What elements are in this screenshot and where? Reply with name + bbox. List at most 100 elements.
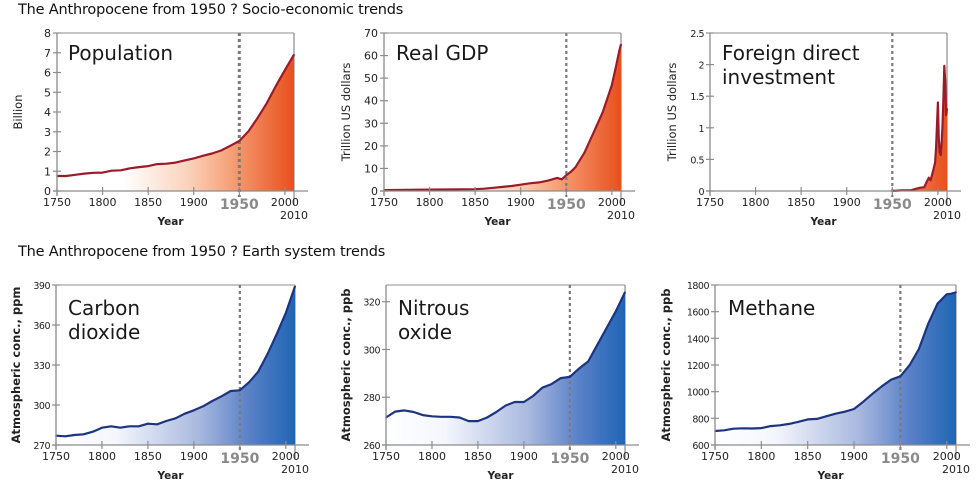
y-tick-label: 300 <box>33 401 50 412</box>
y-axis-title: Billion <box>11 95 25 130</box>
data-point <box>561 178 563 181</box>
y-tick-label: 1000 <box>687 388 710 399</box>
y-tick-label: 70 <box>364 27 378 40</box>
y-tick-label: 360 <box>33 321 50 332</box>
data-point <box>939 154 942 156</box>
data-point <box>541 386 544 389</box>
panel-title: Nitrous <box>398 296 469 320</box>
x-tick-label-highlight: 1950 <box>547 197 586 213</box>
x-axis-title: Year <box>486 470 514 482</box>
data-point <box>467 420 470 422</box>
x-tick-label: 1800 <box>747 450 775 463</box>
section-title-earth-system: The Anthropocene from 1950 ? Earth syste… <box>18 244 386 260</box>
data-point <box>944 79 946 82</box>
y-tick-label: 30 <box>364 117 378 130</box>
x-tick-label: 1900 <box>510 450 538 463</box>
data-point <box>611 84 613 86</box>
y-tick-label: 1 <box>44 165 51 178</box>
x-tick-label: 2000 <box>598 196 626 209</box>
y-tick-label: 1600 <box>687 308 710 319</box>
data-point <box>293 53 295 56</box>
data-point <box>92 430 94 433</box>
data-point <box>945 293 948 296</box>
x-tick-label: 1850 <box>134 450 162 463</box>
x-tick-label-end: 2010 <box>281 463 309 476</box>
data-point <box>449 416 452 418</box>
panel-title: Population <box>68 41 173 65</box>
chart-panel-real-gdp: 0 10 20 30 40 50 60 70 1750 1800 1850 1900 1950 20002… <box>339 27 635 228</box>
data-point <box>950 292 953 295</box>
data-point <box>890 378 892 381</box>
data-point <box>596 343 599 346</box>
y-tick-label: 330 <box>33 361 50 372</box>
data-point <box>92 172 95 174</box>
data-point <box>128 425 131 428</box>
data-point <box>165 162 168 165</box>
data-point <box>211 152 213 155</box>
x-axis-title: Year <box>809 216 837 228</box>
x-axis-title: Year <box>816 470 844 482</box>
data-point <box>156 423 158 426</box>
data-point <box>101 426 103 429</box>
data-point <box>605 327 608 329</box>
y-tick-label: 1400 <box>687 334 710 345</box>
data-point <box>929 179 932 182</box>
data-point <box>615 63 618 66</box>
data-point <box>138 166 140 168</box>
y-tick-label: 0 <box>371 185 378 198</box>
data-point <box>73 434 76 436</box>
data-point <box>928 176 930 179</box>
y-tick-label: 0 <box>44 185 51 198</box>
y-tick-label: 3 <box>44 126 51 139</box>
y-tick-label: 20 <box>364 140 378 153</box>
data-point <box>578 367 580 370</box>
y-tick-label: 6 <box>44 67 51 80</box>
data-point <box>618 50 620 52</box>
x-tick-label: 1750 <box>42 450 70 463</box>
data-point <box>229 145 231 147</box>
x-tick-label: 1750 <box>43 196 71 209</box>
data-point <box>732 427 735 430</box>
data-point <box>486 416 488 419</box>
data-point <box>440 416 443 418</box>
x-tick-label: 1850 <box>461 196 489 209</box>
data-point <box>183 412 186 415</box>
y-tick-label: 4 <box>44 106 51 119</box>
data-point <box>83 172 86 175</box>
data-point <box>523 401 525 403</box>
data-point <box>257 370 260 373</box>
data-point <box>238 140 241 142</box>
data-point <box>192 157 195 160</box>
data-point <box>918 348 920 350</box>
data-point <box>834 412 837 415</box>
data-point <box>193 409 195 412</box>
data-point <box>538 181 540 184</box>
data-point <box>881 385 883 388</box>
y-axis-title: Atmospheric conc., ppb <box>339 289 353 442</box>
data-point <box>431 415 433 418</box>
data-point <box>955 291 957 294</box>
data-point <box>504 404 507 407</box>
y-tick-label: 280 <box>363 393 380 404</box>
x-tick-label: 1900 <box>507 196 535 209</box>
data-point <box>615 310 617 313</box>
x-tick-label: 1750 <box>370 196 398 209</box>
data-point <box>65 175 67 177</box>
panel-title: Foreign direct <box>722 41 860 65</box>
data-point <box>797 421 800 423</box>
x-axis-title: Year <box>156 216 184 228</box>
data-point <box>101 171 104 174</box>
panel-title: oxide <box>398 320 452 344</box>
x-tick-label: 1850 <box>787 196 815 209</box>
data-point <box>938 151 941 153</box>
series-area <box>892 65 947 191</box>
data-point <box>945 114 947 116</box>
data-point <box>751 427 753 430</box>
data-point <box>926 180 928 183</box>
data-point <box>779 424 781 427</box>
y-tick-label: 60 <box>364 50 378 63</box>
section-title-socio-economic: The Anthropocene from 1950 ? Socio-econo… <box>18 2 404 18</box>
data-point <box>74 174 76 176</box>
data-point <box>510 185 513 187</box>
